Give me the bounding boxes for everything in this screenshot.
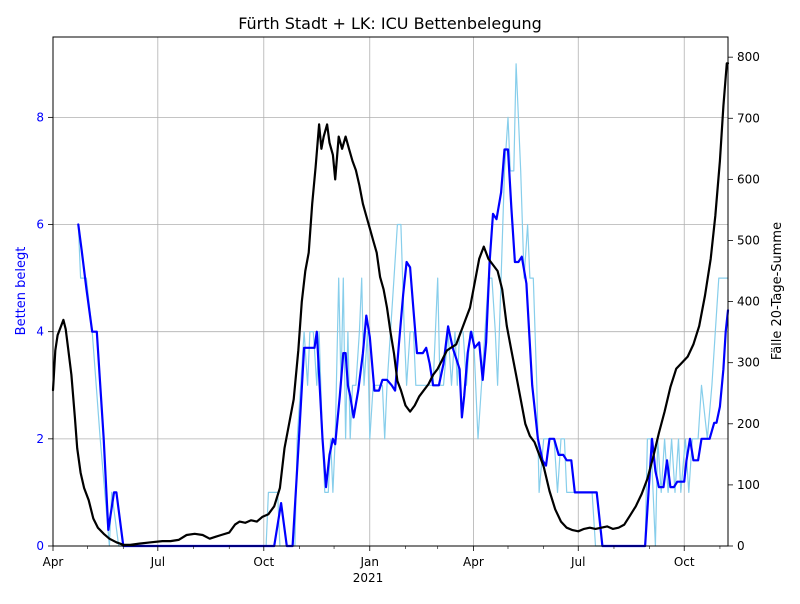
chart-title: Fürth Stadt + LK: ICU Bettenbelegung bbox=[238, 14, 542, 33]
y-left-tick-label: 6 bbox=[36, 218, 44, 232]
y-left-tick-label: 4 bbox=[36, 325, 44, 339]
x-tick-label: Jan bbox=[360, 555, 380, 569]
y-left-tick-label: 0 bbox=[36, 539, 44, 553]
y-left-axis-label: Betten belegt bbox=[14, 247, 29, 336]
series-smoothed-beds-line bbox=[77, 148, 730, 548]
y-right-tick-label: 0 bbox=[737, 539, 745, 553]
x-tick-label: Jul bbox=[570, 555, 585, 569]
y-right-tick-label: 400 bbox=[737, 295, 760, 309]
x-tick-label: Apr bbox=[43, 555, 64, 569]
series-layer bbox=[51, 62, 730, 548]
x-tick-label: Apr bbox=[463, 555, 484, 569]
y-right-tick-label: 100 bbox=[737, 478, 760, 492]
y-right-tick-label: 200 bbox=[737, 417, 760, 431]
x-tick-label: Oct bbox=[253, 555, 274, 569]
axis-layer: Apr Jul Oct Jan Apr Jul Oct 0 2 4 6 8 0 100 200 300 400 5… bbox=[36, 50, 760, 569]
y-right-tick-label: 800 bbox=[737, 50, 760, 64]
x-tick-label: Jul bbox=[150, 555, 165, 569]
y-right-tick-label: 700 bbox=[737, 111, 760, 125]
y-left-tick-label: 8 bbox=[36, 110, 44, 124]
y-right-axis-label: Fälle 20-Tage-Summe bbox=[770, 222, 785, 360]
plot-area-background bbox=[53, 37, 728, 546]
y-left-tick-label: 2 bbox=[36, 432, 44, 446]
y-right-tick-label: 500 bbox=[737, 233, 760, 247]
x-tick-label: Oct bbox=[674, 555, 695, 569]
y-right-tick-label: 300 bbox=[737, 356, 760, 370]
year-label: 2021 bbox=[353, 571, 384, 585]
series-cases-line bbox=[51, 62, 730, 546]
y-right-tick-label: 600 bbox=[737, 172, 760, 186]
plot-frame bbox=[52, 36, 729, 547]
